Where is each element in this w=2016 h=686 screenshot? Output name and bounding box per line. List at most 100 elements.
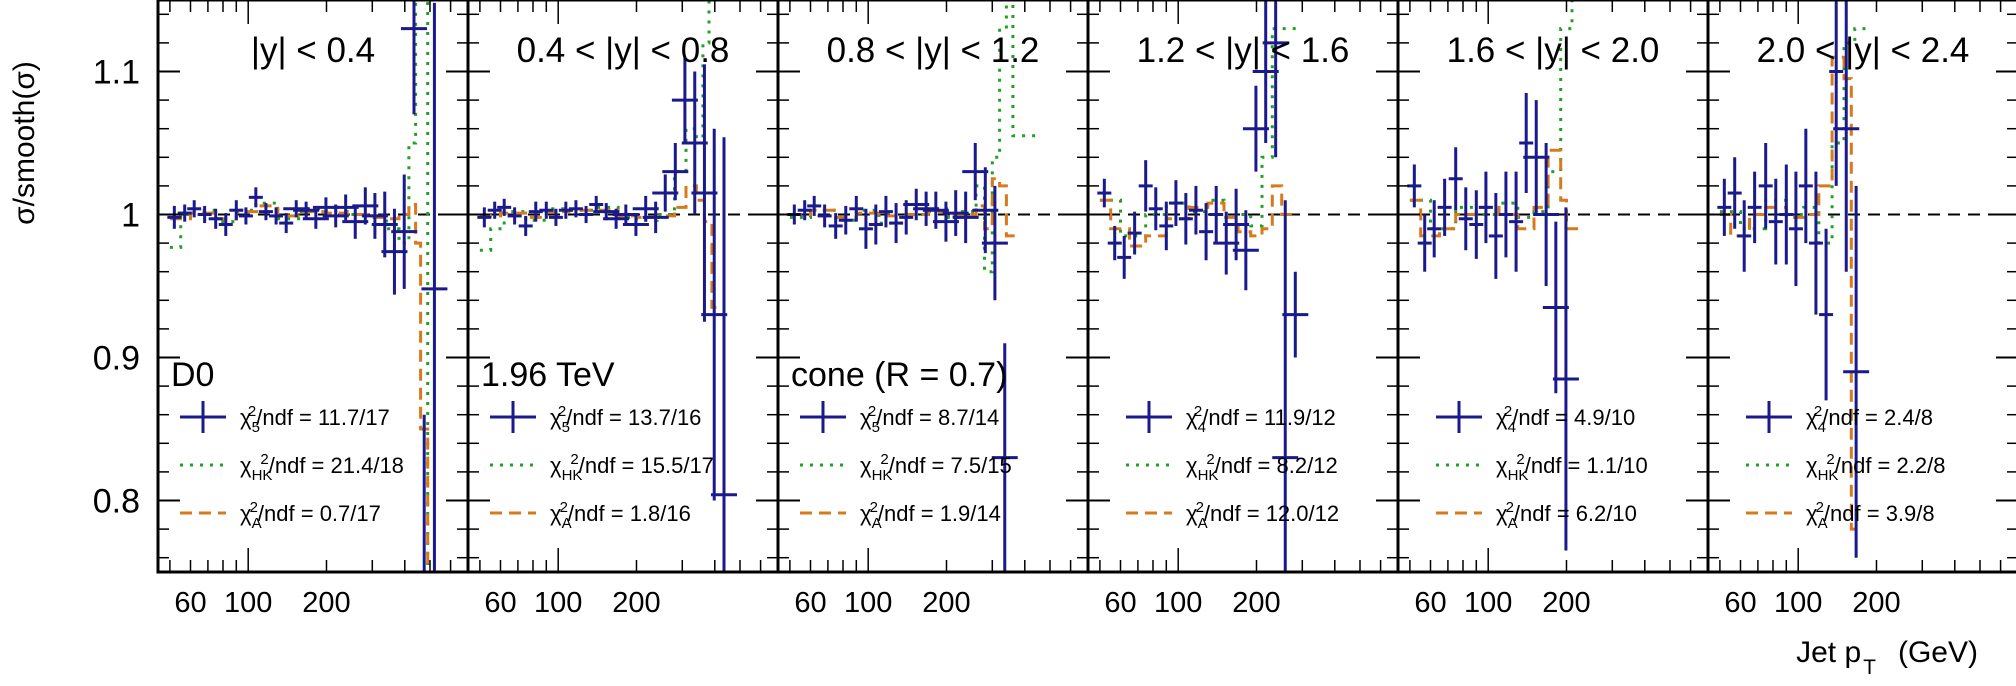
legend-chi-subscript: A <box>1198 515 1208 532</box>
y-axis-label: σ/smooth(σ) <box>8 61 41 225</box>
legend-chi-symbol: χ <box>1806 453 1818 478</box>
legend-chi-subscript: A <box>1508 515 1518 532</box>
legend-entry-a: χA2/ndf = 1.9/14 <box>800 499 1001 532</box>
legend-label: χHK2/ndf = 8.2/12 <box>1186 451 1338 484</box>
legend-ndf-text: /ndf = 2.2/8 <box>1835 453 1946 478</box>
legend-chi-superscript: 2 <box>1826 451 1834 468</box>
legend-chi-subscript: HK <box>872 467 893 484</box>
x-tick-label: 200 <box>612 587 660 619</box>
rapidity-label: 1.6 < |y| < 2.0 <box>1447 31 1660 70</box>
legend-label: χ42/ndf = 4.9/10 <box>1496 403 1635 436</box>
legend-chi-symbol: χ <box>1496 453 1508 478</box>
legend-ndf-text: /ndf = 4.9/10 <box>1512 405 1635 430</box>
legend-chi-superscript: 2 <box>1196 499 1204 516</box>
legend-chi-subscript: 5 <box>252 419 260 436</box>
y-tick-labels: 0.8 0.9 1 1.1 <box>93 54 140 521</box>
panel-plot-area <box>787 0 1037 572</box>
legend-chi-subscript: 5 <box>872 419 880 436</box>
x-tick-label: 100 <box>534 587 582 619</box>
legend-chi-superscript: 2 <box>1504 403 1512 420</box>
legend-ndf-text: /ndf = 1.1/10 <box>1525 453 1648 478</box>
legend-label: χA2/ndf = 12.0/12 <box>1186 499 1339 532</box>
legend-chi-symbol: χ <box>550 405 562 430</box>
legend-label: χHK2/ndf = 21.4/18 <box>240 451 404 484</box>
x-axis-label-subscript: T <box>1863 656 1876 679</box>
legend-entry-data: χ52/ndf = 11.7/17 <box>180 401 390 436</box>
y-tick-label: 1 <box>121 197 140 235</box>
x-tick-label: 60 <box>174 587 206 619</box>
legend-chi-symbol: χ <box>550 453 562 478</box>
x-tick-label: 200 <box>1542 587 1590 619</box>
legend-ndf-text: /ndf = 8.7/14 <box>876 405 999 430</box>
x-tick-label: 100 <box>224 587 272 619</box>
legend-chi-subscript: 4 <box>1818 419 1826 436</box>
legend-ndf-text: /ndf = 8.2/12 <box>1215 453 1338 478</box>
panel-plot-area <box>1717 0 1870 558</box>
hk-fit-line <box>1099 27 1299 238</box>
legend-entry-a: χA2/ndf = 3.9/8 <box>1746 499 1935 532</box>
legend-chi-symbol: χ <box>240 405 252 430</box>
legend-label: χA2/ndf = 1.9/14 <box>860 499 1001 532</box>
x-tick-label: 200 <box>922 587 970 619</box>
legend-entry-data: χ42/ndf = 4.9/10 <box>1436 401 1635 436</box>
legend-chi-superscript: 2 <box>870 499 878 516</box>
legend-label: χHK2/ndf = 15.5/17 <box>550 451 714 484</box>
panel-label: cone (R = 0.7) <box>791 356 1007 394</box>
legend-chi-superscript: 2 <box>260 451 268 468</box>
x-tick-label: 200 <box>1852 587 1900 619</box>
legend-chi-superscript: 2 <box>250 499 258 516</box>
x-axis-label-unit: (GeV) <box>1898 636 1978 669</box>
legend-label: χHK2/ndf = 2.2/8 <box>1806 451 1945 484</box>
legend-label: χ42/ndf = 2.4/8 <box>1806 403 1933 436</box>
legend-chi-symbol: χ <box>1496 501 1508 526</box>
panel-label: D0 <box>171 356 214 394</box>
panel-frame <box>1396 0 1710 574</box>
legend-ndf-text: /ndf = 6.2/10 <box>1514 501 1637 526</box>
x-tick-label: 200 <box>1232 587 1280 619</box>
panel-frame <box>776 0 1090 574</box>
legend-chi-superscript: 2 <box>558 403 566 420</box>
legend-chi-subscript: 5 <box>562 419 570 436</box>
legend-chi-subscript: HK <box>1198 467 1219 484</box>
x-tick-label: 100 <box>1154 587 1202 619</box>
legend-chi-superscript: 2 <box>1816 499 1824 516</box>
rapidity-label: |y| < 0.4 <box>251 31 375 70</box>
legend-label: χA2/ndf = 6.2/10 <box>1496 499 1637 532</box>
legend-chi-superscript: 2 <box>560 499 568 516</box>
legend-label: χ42/ndf = 11.9/12 <box>1186 403 1336 436</box>
rapidity-label: 0.4 < |y| < 0.8 <box>517 31 730 70</box>
panel-plot-area <box>477 0 738 572</box>
legend-label: χ52/ndf = 13.7/16 <box>550 403 701 436</box>
x-axis-label: Jet pT (GeV) <box>1796 636 1978 679</box>
legend-ndf-text: /ndf = 11.7/17 <box>256 405 390 430</box>
legend-entry-data: χ42/ndf = 11.9/12 <box>1126 401 1336 436</box>
legend-chi-symbol: χ <box>860 453 872 478</box>
legend-label: χHK2/ndf = 1.1/10 <box>1496 451 1648 484</box>
legend-entry-hk: χHK2/ndf = 1.1/10 <box>1436 451 1648 484</box>
panel-frame <box>1086 0 1400 574</box>
legend-entry-a: χA2/ndf = 1.8/16 <box>490 499 691 532</box>
x-tick-label: 60 <box>1724 587 1756 619</box>
legend-label: χA2/ndf = 1.8/16 <box>550 499 691 532</box>
legend-chi-subscript: 4 <box>1508 419 1516 436</box>
legend-chi-symbol: χ <box>1186 453 1198 478</box>
legend-chi-subscript: HK <box>1818 467 1839 484</box>
legend-chi-superscript: 2 <box>880 451 888 468</box>
legend-ndf-text: /ndf = 0.7/17 <box>258 501 381 526</box>
legend-entry-data: χ52/ndf = 13.7/16 <box>490 401 701 436</box>
legend-chi-symbol: χ <box>1496 405 1508 430</box>
legend-chi-symbol: χ <box>860 405 872 430</box>
legend-chi-subscript: HK <box>1508 467 1529 484</box>
legend-label: χHK2/ndf = 7.5/15 <box>860 451 1012 484</box>
legend-ndf-text: /ndf = 13.7/16 <box>566 405 701 430</box>
a-fit-line <box>1719 55 1864 531</box>
x-tick-label: 100 <box>1774 587 1822 619</box>
y-tick-label: 0.8 <box>93 483 140 521</box>
a-fit-line <box>1099 184 1294 248</box>
legend-entry-hk: χHK2/ndf = 2.2/8 <box>1746 451 1945 484</box>
